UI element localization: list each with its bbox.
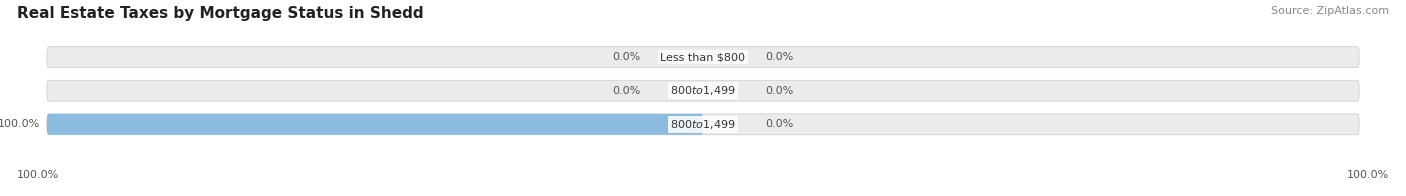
Text: $800 to $1,499: $800 to $1,499 <box>671 84 735 97</box>
FancyBboxPatch shape <box>46 80 1360 101</box>
Text: 0.0%: 0.0% <box>765 86 793 96</box>
Text: 100.0%: 100.0% <box>0 119 41 129</box>
FancyBboxPatch shape <box>46 114 1360 135</box>
Text: 0.0%: 0.0% <box>613 52 641 62</box>
Text: 0.0%: 0.0% <box>613 86 641 96</box>
FancyBboxPatch shape <box>46 114 703 135</box>
Text: 100.0%: 100.0% <box>17 170 59 180</box>
Text: Less than $800: Less than $800 <box>661 52 745 62</box>
Text: 0.0%: 0.0% <box>765 119 793 129</box>
Text: 0.0%: 0.0% <box>765 52 793 62</box>
Text: $800 to $1,499: $800 to $1,499 <box>671 118 735 131</box>
Text: Real Estate Taxes by Mortgage Status in Shedd: Real Estate Taxes by Mortgage Status in … <box>17 6 423 21</box>
Text: 100.0%: 100.0% <box>1347 170 1389 180</box>
FancyBboxPatch shape <box>46 47 1360 68</box>
Text: Source: ZipAtlas.com: Source: ZipAtlas.com <box>1271 6 1389 16</box>
